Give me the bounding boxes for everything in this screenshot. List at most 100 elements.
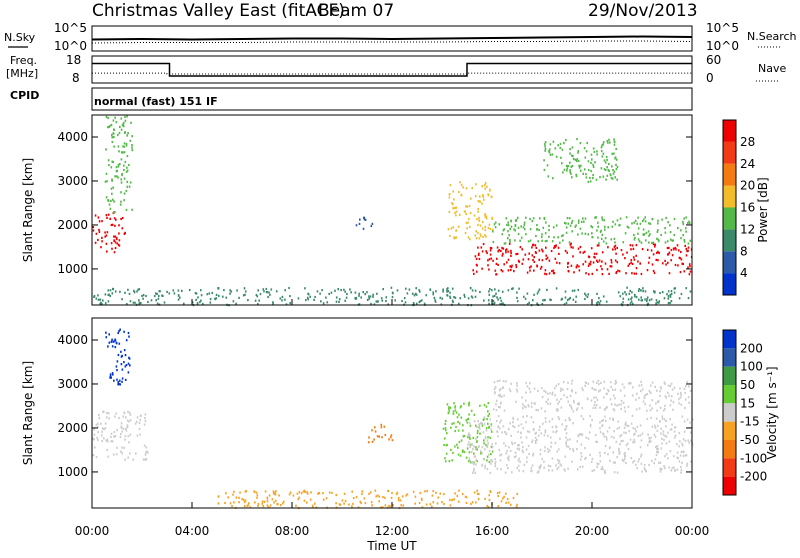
power-point [344,299,346,302]
power-point [588,256,591,259]
velocity-point [105,439,107,442]
power-point [596,292,598,295]
power-point [338,300,340,303]
velocity-point [507,467,509,470]
power-point [614,223,617,226]
power-point [255,293,258,297]
power-point [552,226,555,229]
velocity-point [95,423,98,426]
power-point [649,233,651,236]
velocity-point [127,331,130,335]
power-point [515,266,518,269]
power-point [568,297,571,301]
velocity-point [680,471,682,474]
power-point [125,170,128,173]
power-point [572,157,575,161]
power-point [571,219,574,223]
velocity-point [554,441,557,445]
velocity-point [610,403,613,406]
power-point [419,290,421,293]
power-point [460,193,462,196]
velocity-point [528,430,531,433]
power-point [659,291,661,295]
velocity-point [111,372,114,375]
power-point [611,177,614,180]
power-point [535,234,537,238]
velocity-point [143,423,146,426]
power-point [571,176,573,179]
velocity-point [475,463,477,466]
power-point [375,300,378,303]
velocity-point [557,383,560,386]
power-point [396,289,399,292]
power-point [644,298,646,301]
velocity-point [397,499,400,502]
power-point [196,302,199,305]
power-point [469,225,471,228]
power-point [489,189,491,192]
power-point [505,249,507,252]
power-point [529,239,532,242]
velocity-point [668,394,670,397]
velocity-point [626,442,629,445]
power-point [405,287,407,290]
power-point [687,249,689,252]
power-point [326,301,329,304]
power-point [622,301,624,304]
velocity-point [261,500,264,503]
velocity-point [274,499,277,502]
power-point [481,267,483,270]
power-point [686,250,688,253]
velocity-point [506,449,508,453]
power-point [616,178,618,181]
velocity-colorbar-frame [722,329,737,496]
power-point [129,139,132,142]
power-point [112,161,114,164]
power-point [669,301,671,305]
power-point [515,264,517,267]
power-point [541,239,543,242]
velocity-point [599,431,602,434]
power-point [551,153,554,156]
power-colorbar-label: Power [dB] [756,177,770,242]
velocity-point [517,464,520,467]
velocity-point [596,465,598,468]
velocity-point [144,453,147,456]
velocity-point [229,502,232,505]
velocity-point [593,388,595,391]
velocity-point [634,432,636,436]
power-point [577,288,580,292]
velocity-point [306,492,309,495]
power-point [288,286,290,290]
power-point [652,269,655,272]
velocity-point [509,422,511,425]
power-point [648,299,651,302]
power-point [508,242,511,245]
power-point [641,248,644,251]
power-point [642,287,644,290]
velocity-point [468,460,470,463]
velocity-point [380,423,383,426]
plot-title: Christmas Valley East (fitACF) [92,1,345,21]
velocity-point [506,464,508,467]
velocity-point [239,491,241,494]
power-point [106,216,108,219]
power-point [468,217,470,221]
velocity-point [522,451,524,454]
velocity-point [580,452,582,455]
velocity-point [101,439,103,443]
power-point [683,217,685,220]
power-point [661,291,664,294]
power-point [548,229,550,232]
power-point [617,291,620,294]
power-point [418,289,420,292]
power-point [486,185,488,188]
velocity-point [523,463,526,466]
velocity-point [232,493,234,496]
power-point [582,172,584,175]
velocity-point [498,449,500,452]
velocity-point [640,455,642,458]
velocity-point [454,429,456,433]
velocity-point [504,430,506,434]
power-point [657,222,659,225]
